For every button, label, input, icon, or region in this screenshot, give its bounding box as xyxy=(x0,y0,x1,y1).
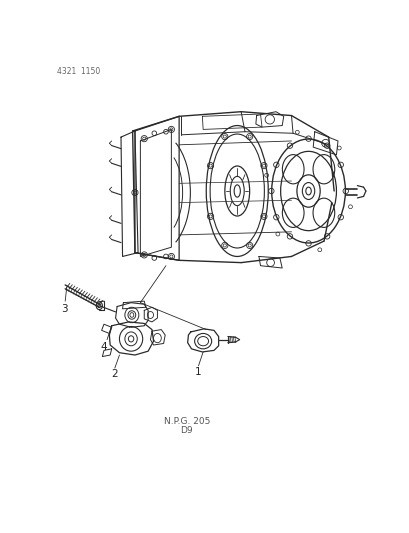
Text: 4321  1150: 4321 1150 xyxy=(57,67,101,76)
Text: D9: D9 xyxy=(180,426,193,435)
Text: 4: 4 xyxy=(100,342,107,352)
Text: 2: 2 xyxy=(111,369,118,379)
Text: 1: 1 xyxy=(195,367,201,377)
Text: N.P.G. 205: N.P.G. 205 xyxy=(163,417,209,426)
Text: 3: 3 xyxy=(61,304,67,314)
